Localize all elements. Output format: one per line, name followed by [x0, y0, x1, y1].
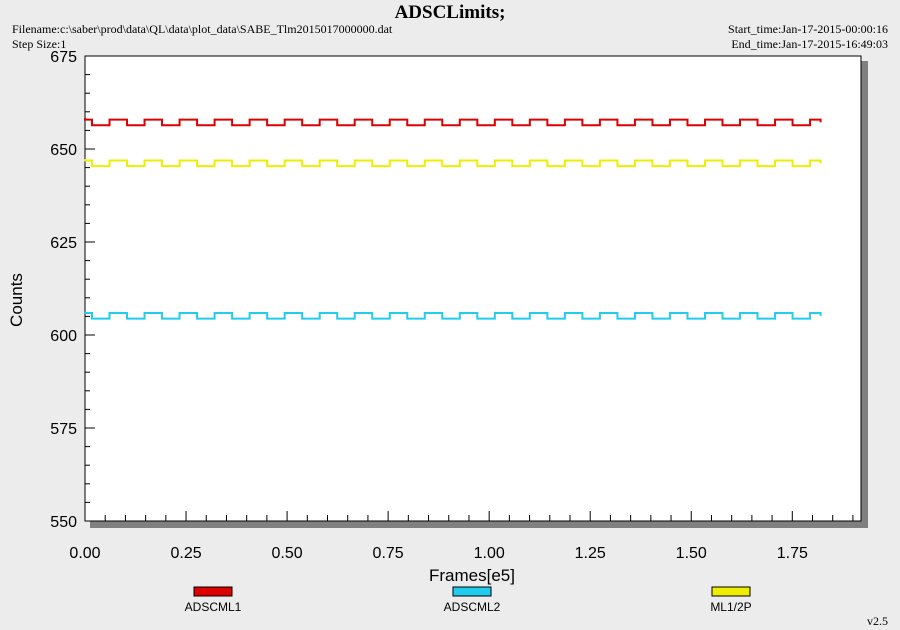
series-line: [84, 159, 822, 168]
legend-label: ADSCML1: [185, 600, 242, 614]
legend: ADSCML1 ADSCML2 ML1/2P: [185, 586, 752, 614]
legend-label: ML1/2P: [710, 600, 751, 614]
x-axis-label: Frames[e5]: [429, 566, 515, 585]
x-tick-label: 1.75: [777, 545, 808, 562]
x-tick-label: 1.00: [474, 545, 505, 562]
x-tick-label: 1.50: [676, 545, 707, 562]
filename-text: Filename:c:\saber\prod\data\QL\data\plot…: [12, 22, 393, 36]
series-lines: [84, 118, 822, 320]
x-tick-label: 0.25: [170, 545, 201, 562]
x-tick-label: 0.00: [69, 545, 100, 562]
legend-label: ADSCML2: [444, 600, 501, 614]
version-text: v2.5: [867, 614, 888, 628]
x-tick-label: 0.75: [373, 545, 404, 562]
x-axis: 0.00 0.25 0.50 0.75 1.00 1.25 1.50 1.75: [69, 511, 854, 562]
chart-title: ADSCLimits;: [394, 2, 506, 23]
y-tick-label: 675: [50, 49, 77, 66]
y-tick-label: 600: [50, 328, 77, 345]
series-line: [84, 118, 822, 127]
x-tick-label: 0.50: [272, 545, 303, 562]
legend-swatch: [193, 586, 233, 597]
x-tick-label: 1.25: [575, 545, 606, 562]
end-time-text: End_time:Jan-17-2015-16:49:03: [731, 37, 888, 51]
y-tick-label: 625: [50, 235, 77, 252]
legend-swatch: [452, 586, 492, 597]
plot-area: [84, 55, 862, 522]
step-size-text: Step Size:1: [12, 37, 67, 51]
series-line: [84, 311, 822, 320]
y-axis-label: Counts: [7, 273, 26, 327]
y-axis: 550 575 600 625 650 675: [50, 49, 95, 531]
start-time-text: Start_time:Jan-17-2015-00:00:16: [728, 22, 888, 36]
y-tick-label: 550: [50, 514, 77, 531]
legend-swatch: [711, 586, 751, 597]
y-tick-label: 575: [50, 421, 77, 438]
y-tick-label: 650: [50, 142, 77, 159]
